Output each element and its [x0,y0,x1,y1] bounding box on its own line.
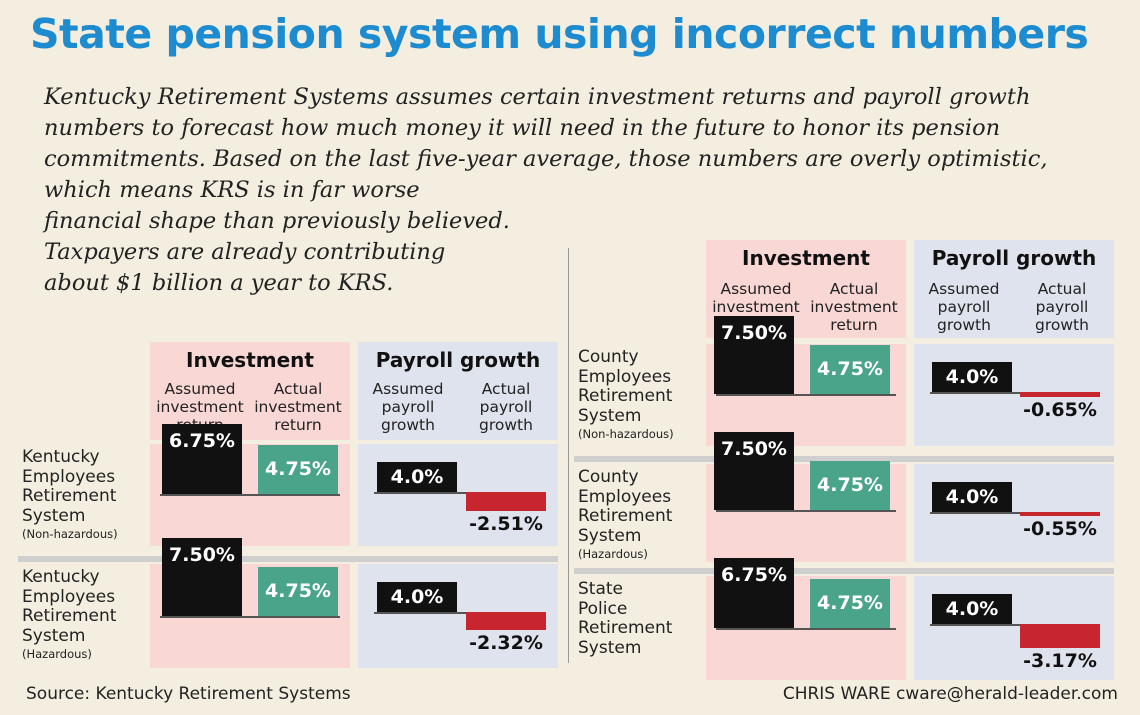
system-name-line: Kentucky [22,447,100,467]
system-name-line: Kentucky [22,567,100,587]
intro-line-6: Taxpayers are already contributing [44,239,446,265]
actual-investment-subheader: Actual investment return [254,380,342,434]
system-note: (Non-hazardous) [578,427,674,441]
payroll-growth-header: Payroll growth [358,342,558,378]
investment-return-header: Investment return [150,342,350,408]
actual-payroll-bar [1020,512,1100,517]
assumed-payroll-subheader: Assumed payroll growth [928,280,1000,334]
payroll-subheader-bg [914,276,1114,338]
actual-payroll-bar [466,612,546,630]
system-label: County Employees Retirement System (Non-haza… [578,347,706,442]
assumed-return-bar: 7.50% [162,538,242,616]
system-name-line: System [22,505,86,526]
system-note: (Hazardous) [578,547,648,561]
actual-payroll-label: -3.17% [1023,650,1097,673]
system-name-line: Retirement [578,506,673,526]
investment-baseline [716,394,896,396]
assumed-payroll-bar: 4.0% [377,581,457,612]
payroll-baseline [374,492,544,494]
system-name-line: System [22,625,86,646]
system-name-line: Retirement [22,486,117,506]
actual-return-bar: 4.75% [810,460,890,510]
assumed-payroll-subheader: Assumed payroll growth [372,380,444,434]
system-note: (Non-hazardous) [22,527,118,541]
payroll-baseline [930,624,1100,626]
actual-payroll-subheader: Actual payroll growth [479,380,533,434]
system-name-line: Retirement [578,386,673,406]
system-note: (Hazardous) [22,647,92,661]
actual-return-bar: 4.75% [810,578,890,628]
column-divider [568,248,569,663]
row-separator [574,568,1114,574]
system-name-line: System [578,525,642,546]
payroll-subheader-bg [358,378,558,440]
system-name-line: System [578,637,642,658]
payroll-baseline [930,392,1100,394]
system-name-line: Employees [22,466,116,487]
system-label: County Employees Retirement System (Hazardou… [578,467,706,562]
assumed-payroll-bar: 4.0% [932,593,1012,624]
system-name-line: System [578,405,642,426]
assumed-payroll-bar: 4.0% [932,481,1012,512]
actual-return-bar: 4.75% [258,566,338,616]
payroll-baseline [374,612,544,614]
intro-line-7: about $1 billion a year to KRS. [44,270,394,296]
investment-baseline [160,494,340,496]
system-name-line: Retirement [22,606,117,626]
system-name-line: Employees [578,366,672,387]
credit-note: CHRIS WARE cware@herald-leader.com [782,684,1118,704]
assumed-return-bar: 6.75% [714,557,794,628]
actual-investment-subheader: Actual investment return [810,280,898,334]
actual-payroll-bar [466,492,546,512]
system-name-line: Employees [22,586,116,607]
assumed-payroll-bar: 4.0% [932,361,1012,392]
actual-payroll-label: -0.55% [1023,518,1097,541]
row-separator [18,556,558,562]
investment-baseline [716,628,896,630]
investment-baseline [160,616,340,618]
system-label: Kentucky Employees Retirement System (Hazard… [22,567,150,662]
actual-payroll-label: -2.51% [469,513,543,536]
system-label: State Police Retirement System [578,579,706,658]
intro-line-4: which means KRS is in far worse [44,177,420,203]
assumed-payroll-bar: 4.0% [377,461,457,492]
assumed-return-bar: 7.50% [714,432,794,510]
actual-payroll-bar [1020,624,1100,649]
investment-baseline [716,510,896,512]
payroll-baseline [930,512,1100,514]
row-separator [574,456,1114,462]
actual-return-bar: 4.75% [810,344,890,394]
actual-payroll-bar [1020,392,1100,397]
chart-title: State pension system using incorrect num… [30,10,1089,58]
intro-line-5: financial shape than previously believed… [44,208,510,234]
intro-line-2: numbers to forecast how much money it wi… [44,115,1001,141]
system-label: Kentucky Employees Retirement System (Non-ha… [22,447,150,542]
system-name-line: Retirement [578,618,673,638]
assumed-return-bar: 7.50% [714,316,794,394]
intro-line-3: commitments. Based on the last five-year… [44,146,1048,172]
intro-line-1: Kentucky Retirement Systems assumes cert… [44,84,1031,110]
actual-payroll-label: -2.32% [469,631,543,654]
system-name-line: County [578,347,639,367]
actual-payroll-label: -0.65% [1023,398,1097,421]
assumed-return-bar: 6.75% [162,423,242,494]
system-name-line: County [578,467,639,487]
system-name-line: State [578,579,623,599]
source-note: Source: Kentucky Retirement Systems [26,684,351,704]
investment-return-header: Investment return [706,240,906,306]
payroll-growth-header: Payroll growth [914,240,1114,276]
actual-return-bar: 4.75% [258,444,338,494]
system-name-line: Police [578,598,628,619]
system-name-line: Employees [578,486,672,507]
actual-payroll-subheader: Actual payroll growth [1035,280,1089,334]
